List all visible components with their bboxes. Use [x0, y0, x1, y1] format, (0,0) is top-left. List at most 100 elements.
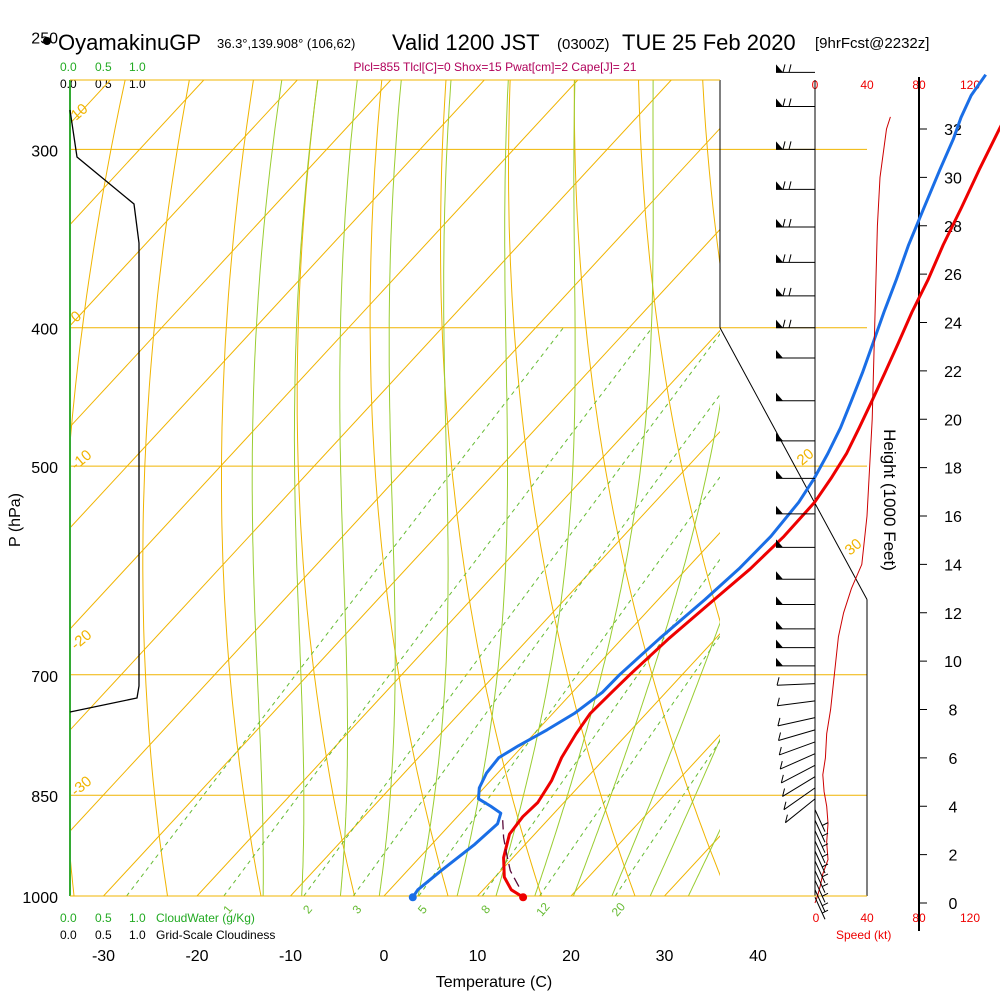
wind-barb — [776, 620, 815, 630]
isotherm-line — [196, 329, 720, 896]
wind-barb-mark — [777, 717, 781, 726]
isotherm-line — [852, 11, 1000, 896]
mixing-ratio-label: 8 — [478, 902, 493, 916]
bottom-cloudiness-tick-1: 0.5 — [95, 928, 112, 942]
dry-adiabat-line — [825, 11, 1000, 926]
wind-barb-mark — [788, 319, 792, 328]
mixing-ratio-line — [614, 740, 720, 896]
wind-barb-mark — [782, 287, 786, 297]
isotherm-label: -30 — [68, 773, 96, 800]
top-cloudiness-tick-0: 0.0 — [60, 77, 77, 91]
bottom-cloudwater-tick-0: 0.0 — [60, 911, 77, 925]
diagonal-frame-line — [719, 327, 868, 600]
wind-barb-mark — [776, 141, 783, 150]
wind-barb — [814, 889, 829, 912]
wind-barb — [814, 809, 829, 832]
wind-barb-mark — [780, 753, 816, 770]
height-tick-label: 4 — [949, 799, 958, 816]
wind-barb — [776, 319, 815, 329]
wind-barb — [776, 392, 815, 402]
wind-barb-mark — [821, 873, 829, 878]
wind-barb-mark — [821, 843, 829, 848]
wind-barb-mark — [777, 700, 816, 707]
wind-barb-mark — [821, 822, 829, 827]
wind-barb-mark — [821, 892, 829, 897]
valid-date: TUE 25 Feb 2020 — [622, 30, 796, 55]
wind-barb-mark — [776, 596, 783, 605]
zulu-time: (0300Z) — [557, 36, 610, 53]
wind-barb-mark — [782, 98, 786, 107]
bottom-cloudiness-label: Grid-Scale Cloudiness — [156, 928, 275, 942]
temperature-tick-label: -30 — [92, 948, 115, 965]
moist-adiabat-line — [417, 80, 452, 896]
height-tick-label: 8 — [949, 703, 958, 720]
height-tick-label: 12 — [944, 606, 962, 623]
wind-barb-mark — [776, 470, 783, 479]
moist-adiabat-line — [534, 80, 654, 896]
dry-adiabat-line — [507, 80, 636, 896]
forecast-info: [9hrFcst@2232z] — [815, 35, 929, 52]
height-tick-label: 0 — [949, 896, 958, 913]
wind-barb-mark — [778, 746, 782, 756]
wind-barb — [779, 753, 816, 770]
wind-barb-mark — [776, 64, 783, 73]
station-coords: 36.3°,139.908° (106,62) — [217, 36, 355, 51]
moist-adiabat-line — [572, 403, 720, 896]
pressure-tick-label: 1000 — [22, 890, 58, 907]
wind-barb — [814, 850, 829, 874]
parcel-line — [502, 820, 520, 887]
wind-barb-mark — [782, 788, 786, 797]
wind-barb-mark — [788, 64, 792, 73]
moist-adiabat-line — [251, 80, 283, 896]
wind-barb — [776, 254, 815, 263]
temperature-tick-label: 30 — [656, 948, 674, 965]
top-cloudwater-tick-1: 0.5 — [95, 60, 112, 74]
wind-barb-mark — [776, 287, 783, 296]
moist-adiabat-line — [339, 80, 358, 896]
wind-barb-mark — [814, 880, 826, 903]
wind-barb-mark — [779, 760, 783, 770]
wind-barb-mark — [776, 505, 783, 514]
isotherm-label: -10 — [68, 447, 96, 474]
wind-barb-mark — [814, 809, 826, 832]
mixing-ratio-label: 5 — [415, 902, 430, 916]
wind-barb-mark — [821, 909, 829, 914]
wind-barb-mark — [814, 830, 826, 853]
wind-barb-mark — [777, 717, 816, 727]
wind-barb-mark — [776, 218, 783, 227]
wind-barb-mark — [782, 181, 786, 190]
wind-barb — [814, 860, 829, 884]
dry-adiabat-line — [142, 80, 190, 896]
mixing-ratio-label: 2 — [300, 902, 315, 916]
top-cloudwater-tick-2: 1.0 — [129, 60, 146, 74]
wind-barb-mark — [778, 732, 782, 741]
isotherm-line — [383, 532, 720, 896]
wind-barb-mark — [814, 889, 826, 912]
wind-barb-mark — [821, 853, 829, 858]
chart-plot-layer: 1 2 3 5 8 12 20-30-20-100102030250300400500700… — [22, 11, 1000, 965]
moist-adiabat-line — [687, 828, 720, 896]
wind-barb-mark — [821, 902, 829, 907]
height-tick-label: 22 — [944, 364, 962, 381]
dry-adiabat-line — [573, 80, 720, 877]
wind-barb-mark — [821, 832, 829, 837]
wind-barb — [783, 787, 816, 811]
dewpoint-surface-marker — [408, 893, 417, 902]
top-cloudiness-tick-2: 1.0 — [129, 77, 146, 91]
temperature-surface-marker — [519, 893, 528, 902]
wind-barb-mark — [814, 820, 826, 843]
height-tick-label: 6 — [949, 751, 958, 768]
wind-barb — [776, 596, 815, 606]
wind-barb — [814, 880, 829, 903]
isotherm-line — [70, 80, 205, 226]
height-tick-label: 30 — [944, 170, 962, 187]
mixing-ratio-line — [223, 327, 653, 896]
dry-adiabat-line — [70, 80, 126, 896]
dry-adiabat-line — [369, 80, 449, 896]
isotherm-line — [477, 633, 720, 896]
temperature-tick-label: -20 — [185, 948, 208, 965]
isotherm-line — [103, 228, 720, 896]
wind-barb-mark — [783, 787, 816, 811]
wind-barb-mark — [782, 218, 786, 228]
